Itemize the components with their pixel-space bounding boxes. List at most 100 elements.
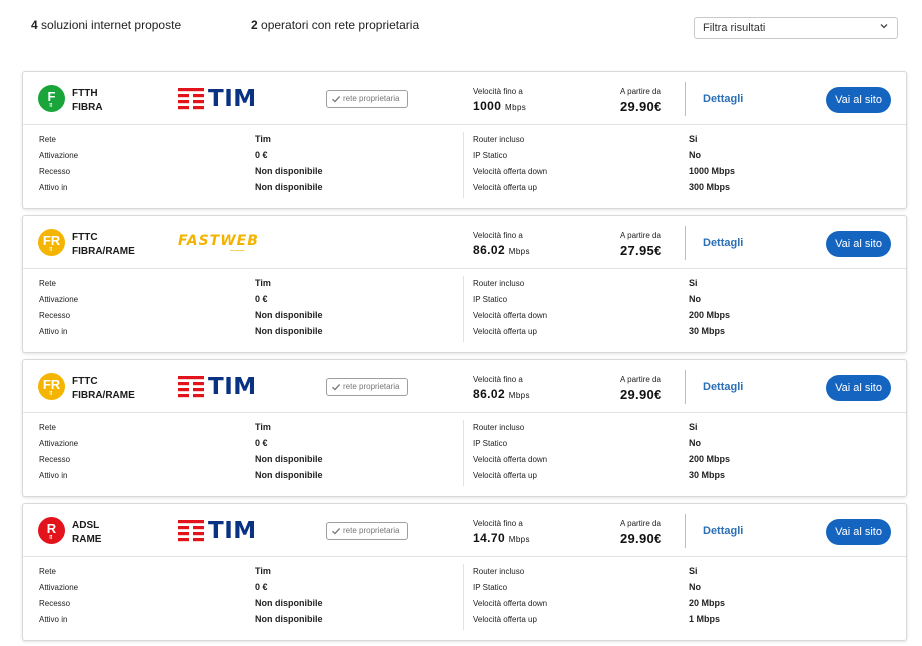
details-row: Recesso Non disponibile Velocità offerta d… [23, 596, 906, 612]
details-row: Attivo in Non disponibile Velocità offerta… [23, 468, 906, 484]
header-divider [685, 370, 686, 404]
speed-number: 86.02 [473, 243, 506, 257]
detail-value: 0 € [255, 294, 268, 304]
detail-value: Tim [255, 134, 271, 144]
filter-results-label: Filtra risultati [703, 22, 766, 34]
tim-logo: TIM [178, 374, 258, 400]
detail-key: Velocità offerta down [473, 455, 548, 464]
price-block: A partire da 27.95€ [620, 231, 662, 258]
detail-value: 0 € [255, 582, 268, 592]
details-row: Rete Tim Router incluso Si [23, 420, 906, 436]
technology-badge: FR ⠿ [38, 229, 65, 256]
tim-logo-text: TIM [208, 374, 257, 400]
detail-key: Recesso [39, 311, 71, 320]
go-to-site-button[interactable]: Vai al sito [826, 375, 891, 401]
speed-label: Velocità fino a [473, 87, 523, 96]
offer-card: FR ⠿ FTTC FIBRA/RAME TIM rete proprietaria Vel… [22, 359, 907, 497]
detail-key: Rete [39, 279, 56, 288]
detail-value: No [689, 150, 701, 160]
speed-unit: Mbps [505, 103, 527, 112]
price-label: A partire da [620, 231, 661, 240]
details-row: Attivazione 0 € IP Statico No [23, 580, 906, 596]
detail-value: Non disponibile [255, 614, 323, 624]
technology-type: FIBRA/RAME [72, 390, 135, 401]
filter-results-dropdown[interactable]: Filtra risultati [694, 17, 898, 39]
detail-key: Attivo in [39, 183, 68, 192]
detail-key: Router incluso [473, 279, 525, 288]
technology-badge: FR ⠿ [38, 373, 65, 400]
detail-value: 1 Mbps [689, 614, 721, 624]
technology-code: ADSL [72, 520, 100, 531]
details-link[interactable]: Dettagli [703, 381, 744, 393]
technology-badge-letter: R [46, 521, 57, 536]
details-link[interactable]: Dettagli [703, 93, 744, 105]
detail-key: IP Statico [473, 151, 508, 160]
offer-details-table: Rete Tim Router incluso Si Attivazione 0 € IP … [23, 564, 906, 628]
check-icon [332, 383, 341, 391]
go-to-site-button[interactable]: Vai al sito [826, 519, 891, 545]
detail-key: Recesso [39, 599, 71, 608]
technology-label: FTTC FIBRA/RAME [72, 375, 135, 403]
detail-key: Rete [39, 423, 56, 432]
detail-value: Si [689, 422, 698, 432]
go-to-site-button[interactable]: Vai al sito [826, 231, 891, 257]
details-row: Attivazione 0 € IP Statico No [23, 148, 906, 164]
detail-value: Non disponibile [255, 470, 323, 480]
price-label: A partire da [620, 375, 661, 384]
speed-value: 86.02 Mbps [473, 387, 530, 401]
details-divider [463, 420, 464, 486]
detail-key: Velocità offerta down [473, 311, 548, 320]
price-block: A partire da 29.90€ [620, 87, 662, 114]
header-divider [685, 82, 686, 116]
detail-key: Attivazione [39, 295, 79, 304]
detail-key: Attivo in [39, 327, 68, 336]
speed-label: Velocità fino a [473, 231, 523, 240]
technology-type: RAME [72, 534, 102, 545]
check-icon [332, 527, 341, 535]
speed-block: Velocità fino a 14.70 Mbps [473, 519, 530, 545]
details-link[interactable]: Dettagli [703, 237, 744, 249]
details-link[interactable]: Dettagli [703, 525, 744, 537]
detail-key: Rete [39, 567, 56, 576]
tim-logo-text: TIM [208, 518, 257, 544]
detail-value: Non disponibile [255, 326, 323, 336]
price-label: A partire da [620, 87, 661, 96]
speed-number: 86.02 [473, 387, 506, 401]
offer-details-table: Rete Tim Router incluso Si Attivazione 0 € IP … [23, 276, 906, 340]
braille-dots-icon: ⠿ [49, 535, 54, 541]
offers-list: F ⠿ FTTH FIBRA TIM rete proprietaria Velocità … [22, 71, 907, 646]
details-row: Attivo in Non disponibile Velocità offerta… [23, 324, 906, 340]
detail-key: Attivazione [39, 439, 79, 448]
price-block: A partire da 29.90€ [620, 375, 662, 402]
detail-key: IP Statico [473, 583, 508, 592]
solutions-count-text: soluzioni internet proposte [41, 18, 182, 32]
operators-count-number: 2 [251, 18, 258, 32]
speed-block: Velocità fino a 1000 Mbps [473, 87, 526, 113]
details-row: Recesso Non disponibile Velocità offerta d… [23, 452, 906, 468]
own-network-badge: rete proprietaria [326, 378, 408, 396]
detail-key: Velocità offerta down [473, 167, 548, 176]
detail-value: Tim [255, 566, 271, 576]
technology-code: FTTC [72, 376, 98, 387]
offer-header: R ⠿ ADSL RAME TIM rete proprietaria Velocità f… [23, 504, 906, 557]
tim-logo: TIM [178, 86, 258, 112]
speed-value: 1000 Mbps [473, 99, 526, 113]
detail-value: Si [689, 134, 698, 144]
detail-key: Attivazione [39, 151, 79, 160]
detail-value: 0 € [255, 438, 268, 448]
detail-value: 30 Mbps [689, 470, 726, 480]
details-row: Attivazione 0 € IP Statico No [23, 292, 906, 308]
detail-value: 200 Mbps [689, 310, 731, 320]
detail-key: Velocità offerta up [473, 615, 537, 624]
braille-dots-icon: ⠿ [49, 247, 54, 253]
speed-label: Velocità fino a [473, 375, 523, 384]
go-to-site-button[interactable]: Vai al sito [826, 87, 891, 113]
price-value: 27.95€ [620, 243, 662, 258]
detail-key: Velocità offerta down [473, 599, 548, 608]
price-value: 29.90€ [620, 387, 662, 402]
offer-details-table: Rete Tim Router incluso Si Attivazione 0 € IP … [23, 132, 906, 196]
speed-block: Velocità fino a 86.02 Mbps [473, 375, 530, 401]
details-row: Attivazione 0 € IP Statico No [23, 436, 906, 452]
detail-value: 30 Mbps [689, 326, 726, 336]
detail-value: 20 Mbps [689, 598, 726, 608]
